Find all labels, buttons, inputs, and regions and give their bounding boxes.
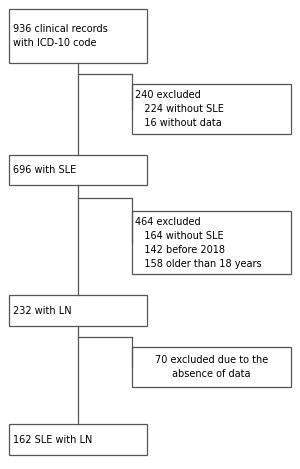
Text: 696 with SLE: 696 with SLE: [13, 165, 76, 175]
Text: 240 excluded
   224 without SLE
   16 without data: 240 excluded 224 without SLE 16 without …: [135, 90, 224, 128]
FancyBboxPatch shape: [9, 295, 147, 326]
Text: 936 clinical records
with ICD-10 code: 936 clinical records with ICD-10 code: [13, 24, 107, 48]
Text: 70 excluded due to the
absence of data: 70 excluded due to the absence of data: [155, 355, 268, 379]
FancyBboxPatch shape: [132, 84, 291, 134]
Text: 464 excluded
   164 without SLE
   142 before 2018
   158 older than 18 years: 464 excluded 164 without SLE 142 before …: [135, 217, 262, 269]
FancyBboxPatch shape: [9, 424, 147, 455]
FancyBboxPatch shape: [132, 347, 291, 387]
Text: 232 with LN: 232 with LN: [13, 306, 71, 316]
FancyBboxPatch shape: [9, 155, 147, 185]
Text: 162 SLE with LN: 162 SLE with LN: [13, 435, 92, 445]
FancyBboxPatch shape: [132, 211, 291, 274]
FancyBboxPatch shape: [9, 9, 147, 63]
